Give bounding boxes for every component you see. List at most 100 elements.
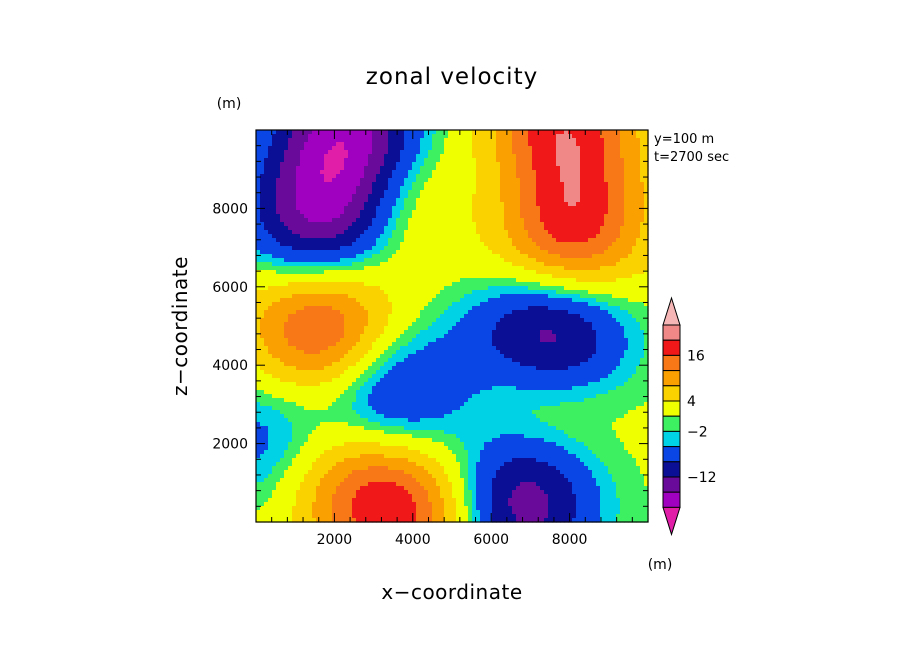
field-cell	[304, 162, 309, 167]
field-cell	[616, 146, 621, 151]
field-cell	[576, 294, 581, 299]
field-cell	[416, 274, 421, 279]
field-cell	[532, 282, 537, 287]
field-cell	[284, 186, 289, 191]
field-cell	[436, 318, 441, 323]
field-cell	[408, 302, 413, 307]
field-cell	[488, 314, 493, 319]
field-cell	[396, 258, 401, 263]
field-cell	[548, 318, 553, 323]
field-cell	[264, 270, 269, 275]
field-cell	[340, 178, 345, 183]
field-cell	[560, 318, 565, 323]
field-cell	[636, 246, 641, 251]
field-cell	[388, 306, 393, 311]
field-cell	[504, 162, 509, 167]
field-cell	[344, 150, 349, 155]
field-cell	[556, 262, 561, 267]
field-cell	[300, 294, 305, 299]
field-cell	[580, 266, 585, 271]
field-cell	[412, 238, 417, 243]
field-cell	[456, 142, 461, 147]
field-cell	[576, 202, 581, 207]
field-cell	[560, 182, 565, 187]
field-cell	[604, 178, 609, 183]
field-cell	[576, 234, 581, 239]
field-cell	[628, 150, 633, 155]
field-cell	[576, 274, 581, 279]
field-cell	[396, 250, 401, 255]
field-cell	[456, 130, 461, 135]
field-cell	[424, 322, 429, 327]
field-cell	[328, 282, 333, 287]
field-cell	[596, 266, 601, 271]
field-cell	[600, 154, 605, 159]
field-cell	[256, 290, 261, 295]
field-cell	[532, 290, 537, 295]
field-cell	[256, 270, 261, 275]
field-cell	[644, 326, 649, 331]
field-cell	[572, 266, 577, 271]
field-cell	[504, 182, 509, 187]
field-cell	[624, 286, 629, 291]
field-cell	[644, 174, 649, 179]
field-cell	[416, 142, 421, 147]
field-cell	[372, 158, 377, 163]
field-cell	[452, 194, 457, 199]
field-cell	[392, 246, 397, 251]
field-cell	[456, 218, 461, 223]
field-cell	[348, 234, 353, 239]
field-cell	[272, 202, 277, 207]
field-cell	[480, 294, 485, 299]
field-cell	[440, 250, 445, 255]
field-cell	[512, 274, 517, 279]
field-cell	[620, 294, 625, 299]
field-cell	[600, 166, 605, 171]
field-cell	[276, 326, 281, 331]
field-cell	[424, 302, 429, 307]
field-cell	[628, 162, 633, 167]
field-cell	[424, 158, 429, 163]
field-cell	[428, 326, 433, 331]
field-cell	[640, 174, 645, 179]
field-cell	[540, 274, 545, 279]
field-cell	[500, 306, 505, 311]
field-cell	[576, 138, 581, 143]
field-cell	[288, 186, 293, 191]
field-cell	[588, 326, 593, 331]
field-cell	[444, 278, 449, 283]
field-cell	[608, 230, 613, 235]
field-cell	[388, 290, 393, 295]
field-cell	[588, 254, 593, 259]
field-cell	[488, 266, 493, 271]
field-cell	[268, 186, 273, 191]
field-cell	[404, 158, 409, 163]
field-cell	[512, 306, 517, 311]
field-cell	[412, 242, 417, 247]
field-cell	[548, 250, 553, 255]
field-cell	[264, 130, 269, 135]
field-cell	[344, 238, 349, 243]
field-cell	[376, 282, 381, 287]
field-cell	[292, 306, 297, 311]
field-cell	[300, 222, 305, 227]
field-cell	[500, 174, 505, 179]
field-cell	[436, 286, 441, 291]
field-cell	[332, 242, 337, 247]
field-cell	[628, 262, 633, 267]
field-cell	[264, 262, 269, 267]
field-cell	[336, 226, 341, 231]
field-cell	[640, 198, 645, 203]
field-cell	[540, 178, 545, 183]
field-cell	[540, 306, 545, 311]
field-cell	[456, 294, 461, 299]
field-cell	[520, 198, 525, 203]
field-cell	[468, 158, 473, 163]
field-cell	[428, 290, 433, 295]
field-cell	[392, 178, 397, 183]
field-cell	[580, 142, 585, 147]
field-cell	[316, 290, 321, 295]
field-cell	[636, 170, 641, 175]
field-cell	[376, 258, 381, 263]
field-cell	[620, 250, 625, 255]
